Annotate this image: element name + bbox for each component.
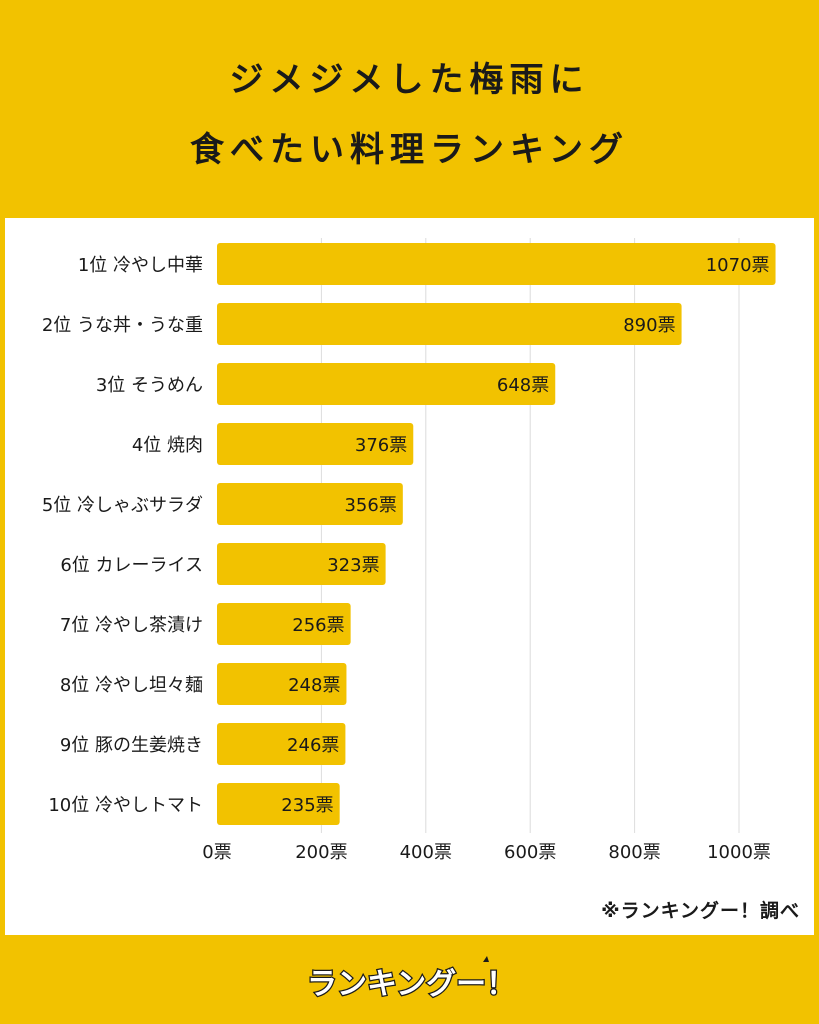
value-label-10: 235票 — [281, 795, 333, 816]
x-tick-label-1000: 1000票 — [707, 842, 771, 863]
bar-5 — [217, 483, 403, 525]
bar-4 — [217, 423, 414, 465]
bar-3 — [217, 363, 556, 405]
category-label-7: 7位 冷やし茶漬け — [60, 615, 203, 636]
value-label-2: 890票 — [623, 315, 675, 336]
value-label-6: 323票 — [327, 555, 379, 576]
bar-6 — [217, 543, 386, 585]
bar-chart: 1位 冷やし中華 1070票 2位 うな丼・うな重 890票 3位 そうめん 648票 4位… — [42, 238, 776, 863]
bar-9 — [217, 723, 346, 765]
value-label-5: 356票 — [344, 495, 396, 516]
chart-panel: 1位 冷やし中華 1070票 2位 うな丼・うな重 890票 3位 そうめん 648票 4位… — [5, 218, 814, 935]
source-note: ※ランキングー！調べ — [601, 900, 800, 922]
bar-7 — [217, 603, 351, 645]
bar-2 — [217, 303, 682, 345]
bar-10 — [217, 783, 340, 825]
bar-1 — [217, 243, 776, 285]
category-label-3: 3位 そうめん — [96, 375, 203, 396]
x-tick-label-800: 800票 — [608, 842, 660, 863]
category-label-8: 8位 冷やし坦々麺 — [60, 675, 203, 696]
x-tick-label-600: 600票 — [504, 842, 556, 863]
page-title-line-1: ジメジメした梅雨に — [229, 60, 590, 100]
value-label-9: 246票 — [287, 735, 339, 756]
value-label-8: 248票 — [288, 675, 340, 696]
value-label-1: 1070票 — [706, 255, 770, 276]
brand-logo: ランキングー！ — [305, 950, 520, 1012]
value-label-4: 376票 — [355, 435, 407, 456]
value-label-7: 256票 — [292, 615, 344, 636]
x-tick-label-0: 0票 — [202, 842, 231, 863]
logo-text: ランキングー！ — [307, 967, 516, 1002]
x-tick-label-400: 400票 — [400, 842, 452, 863]
page-title-line-2: 食べたい料理ランキング — [190, 130, 629, 170]
category-label-1: 1位 冷やし中華 — [78, 255, 203, 276]
category-label-10: 10位 冷やしトマト — [48, 795, 203, 816]
value-label-3: 648票 — [497, 375, 549, 396]
category-label-9: 9位 豚の生姜焼き — [60, 735, 203, 756]
category-label-2: 2位 うな丼・うな重 — [42, 315, 203, 336]
category-label-6: 6位 カレーライス — [60, 555, 203, 576]
category-label-4: 4位 焼肉 — [132, 435, 203, 456]
category-label-5: 5位 冷しゃぶサラダ — [42, 495, 203, 516]
thumbs-up-mascot-icon: ランキングー！ — [306, 956, 517, 1003]
bar-8 — [217, 663, 347, 705]
x-tick-label-200: 200票 — [295, 842, 347, 863]
